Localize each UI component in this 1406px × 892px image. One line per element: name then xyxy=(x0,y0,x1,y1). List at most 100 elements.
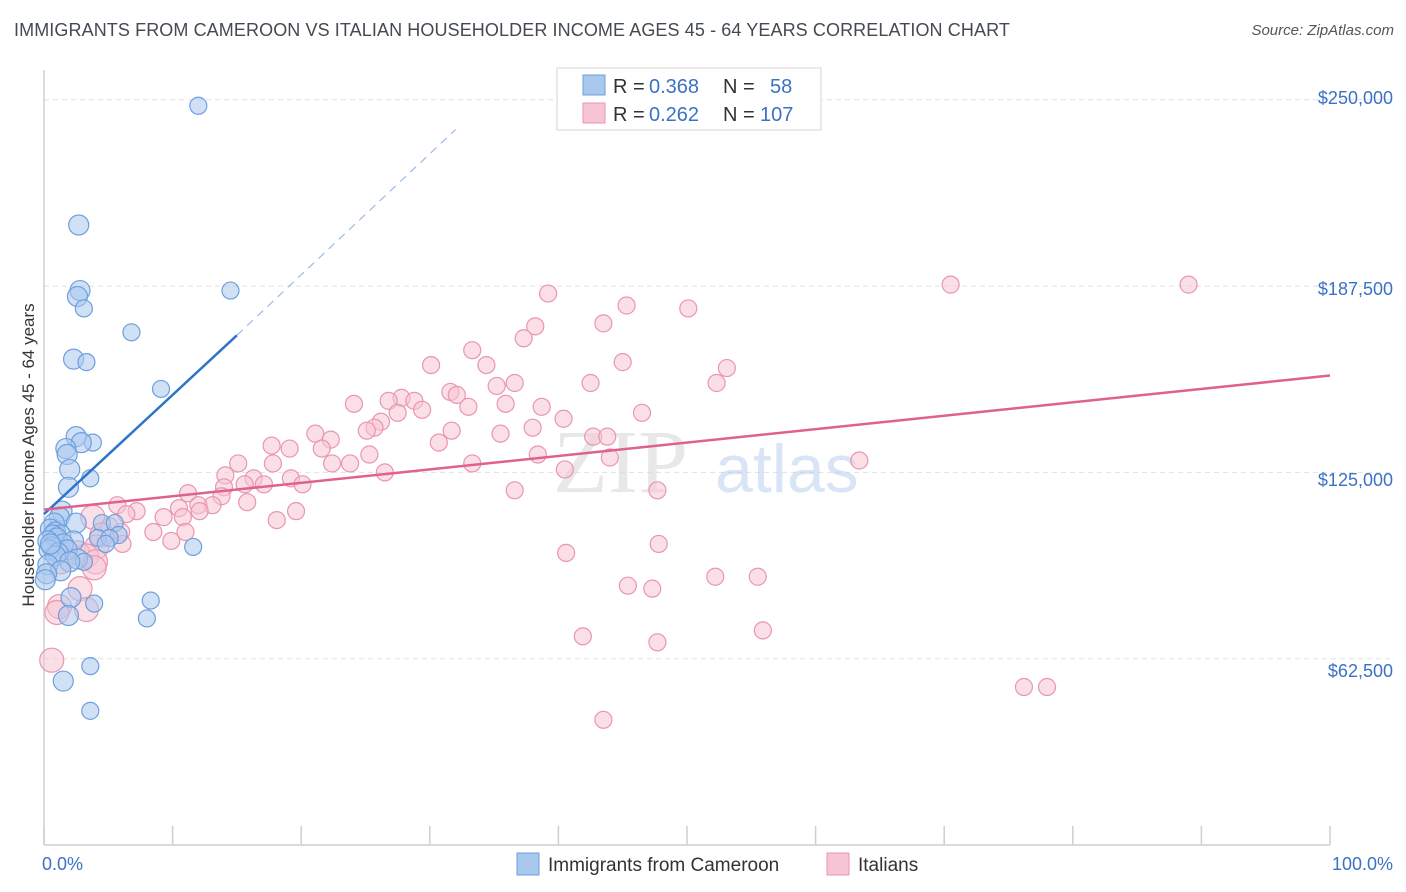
italians-point-22 xyxy=(496,394,515,413)
legend-swatch-cameroon xyxy=(582,74,606,96)
correlation-legend: R = 0.368 N = 58 R = 0.262 N = 107 xyxy=(556,67,822,131)
trend-lines xyxy=(43,129,1331,516)
italians-point-108 xyxy=(594,710,613,729)
italians-point-39 xyxy=(598,427,617,446)
italians-point-49 xyxy=(322,454,342,473)
italians-point-40 xyxy=(429,433,448,452)
cameroon-point-48 xyxy=(34,569,56,591)
cameroon-point-53 xyxy=(137,609,156,628)
italians-point-41 xyxy=(312,439,331,458)
italians-point-106 xyxy=(1014,677,1034,697)
italians-point-82 xyxy=(176,522,195,542)
italians-point-74 xyxy=(286,502,306,521)
italians-point-34 xyxy=(357,421,376,440)
bottom-legend-swatch-cameroon xyxy=(516,852,540,876)
cameroon-point-2 xyxy=(221,281,240,300)
cameroon-point-15 xyxy=(59,458,81,481)
cameroon-point-54 xyxy=(81,657,100,676)
cameroon-point-57 xyxy=(39,533,62,555)
cameroon-point-49 xyxy=(60,586,82,609)
italians-point-12 xyxy=(717,358,736,378)
legend-n-label-2: N = xyxy=(723,104,755,126)
italians-point-44 xyxy=(360,445,379,464)
cameroon-point-5 xyxy=(74,299,93,318)
italians-point-10 xyxy=(613,353,632,372)
legend-r-label-1: R = xyxy=(613,76,645,98)
italians-point-11 xyxy=(477,355,496,375)
italians-point-46 xyxy=(600,448,619,467)
italians-point-78 xyxy=(267,510,286,530)
italians-point-96 xyxy=(618,576,637,595)
watermark-zip: ZIP xyxy=(553,413,688,512)
italians-point-45 xyxy=(528,445,547,464)
italians-point-53 xyxy=(555,460,574,479)
italians-point-25 xyxy=(532,397,551,416)
y-tick-label-187500: $187,500 xyxy=(1318,279,1393,299)
italians-point-94 xyxy=(706,567,725,586)
cameroon-point-1 xyxy=(68,214,90,236)
italians-point-89 xyxy=(557,543,576,562)
italians-point-24 xyxy=(459,397,478,416)
italians-point-103 xyxy=(573,627,592,646)
italians-point-105 xyxy=(39,647,65,673)
cameroon-point-6 xyxy=(122,323,141,342)
italians-point-75 xyxy=(154,508,173,527)
cameroon-point-52 xyxy=(57,604,80,627)
x-ticks xyxy=(43,826,1331,845)
y-tick-label-62500: $62,500 xyxy=(1328,661,1393,681)
italians-point-104 xyxy=(648,633,667,652)
cameroon-point-56 xyxy=(81,701,100,720)
cameroon-point-35 xyxy=(96,534,115,554)
legend-r-value-2: 0.262 xyxy=(649,104,699,126)
x-tick-label-min: 0.0% xyxy=(42,854,83,874)
italians-point-48 xyxy=(340,454,360,473)
italians-point-14 xyxy=(505,373,524,393)
cameroon-point-36 xyxy=(184,537,203,557)
cameroon-trend-line xyxy=(43,334,238,516)
italians-point-2 xyxy=(539,284,558,303)
cameroon-point-0 xyxy=(189,96,208,115)
italians-trend-line xyxy=(43,374,1331,511)
italians-point-102 xyxy=(753,621,772,640)
bottom-legend-label-cameroon: Immigrants from Cameroon xyxy=(548,855,779,876)
italians-point-7 xyxy=(514,329,533,348)
y-tick-label-250000: $250,000 xyxy=(1318,88,1393,108)
italians-point-38 xyxy=(491,424,510,443)
italians-point-95 xyxy=(748,567,767,586)
italians-point-4 xyxy=(679,299,698,318)
italians-point-66 xyxy=(238,493,257,512)
legend-r-value-1: 0.368 xyxy=(649,76,699,98)
watermark-atlas: atlas xyxy=(715,431,859,507)
legend-n-value-2: 107 xyxy=(760,104,793,126)
italians-point-76 xyxy=(173,508,192,527)
italians-point-28 xyxy=(632,403,652,422)
italians-point-8 xyxy=(463,341,482,360)
italians-point-15 xyxy=(581,373,600,393)
italians-point-81 xyxy=(144,522,163,542)
cameroon-point-51 xyxy=(85,594,104,613)
italians-point-26 xyxy=(412,400,432,419)
bottom-legend-swatch-italians xyxy=(826,852,850,876)
italians-point-32 xyxy=(442,421,461,440)
legend-n-value-1: 58 xyxy=(770,76,792,98)
cameroon-point-50 xyxy=(141,591,160,610)
legend-n-label-1: N = xyxy=(723,76,755,98)
bottom-legend-label-italians: Italians xyxy=(858,855,918,876)
italians-point-0 xyxy=(941,275,960,294)
italians-point-6 xyxy=(526,317,545,336)
italians-point-47 xyxy=(850,451,869,470)
legend-r-label-2: R = xyxy=(613,104,645,126)
italians-point-9 xyxy=(421,355,441,375)
y-axis-title: Householder Income Ages 45 - 64 years xyxy=(19,303,38,606)
italians-point-60 xyxy=(254,475,274,494)
italians-point-62 xyxy=(505,481,524,500)
cameroon-point-55 xyxy=(52,670,74,692)
italians-point-71 xyxy=(190,502,209,521)
italians-point-52 xyxy=(229,454,248,473)
y-tick-label-125000: $125,000 xyxy=(1318,470,1393,490)
italians-point-86 xyxy=(649,534,668,554)
italians-point-5 xyxy=(594,314,613,333)
italians-point-18 xyxy=(447,385,466,405)
source-label: Source: ZipAtlas.com xyxy=(1251,22,1394,39)
